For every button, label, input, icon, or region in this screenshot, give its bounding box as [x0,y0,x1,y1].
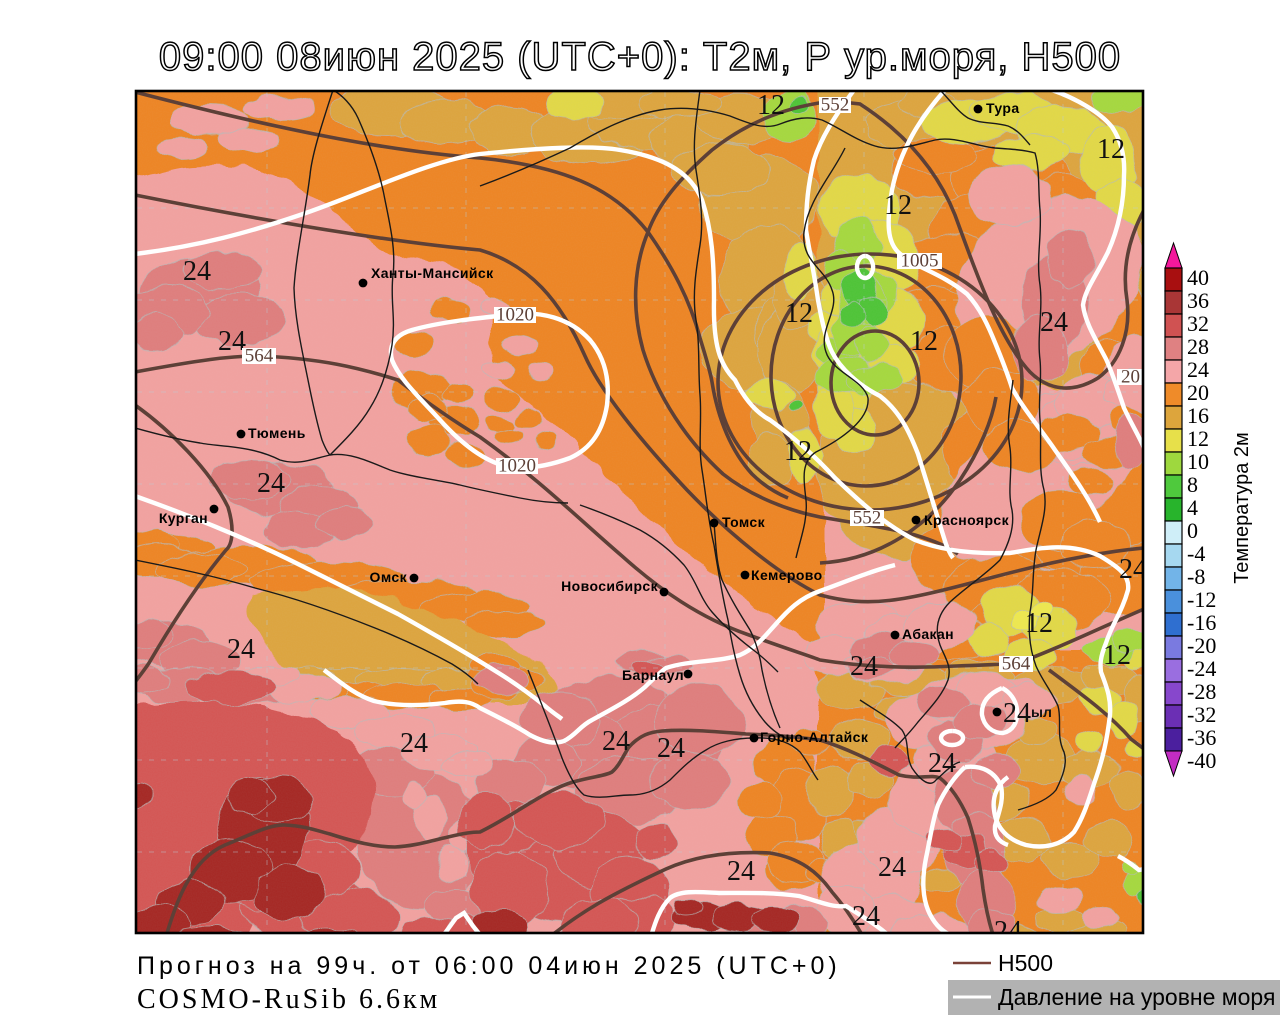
svg-text:24: 24 [257,468,285,499]
svg-text:36: 36 [1187,288,1209,313]
svg-text:12: 12 [884,190,912,221]
svg-text:-8: -8 [1187,564,1205,589]
svg-text:COSMO-RuSib 6.6км: COSMO-RuSib 6.6км [137,984,440,1015]
svg-text:32: 32 [1187,311,1209,336]
svg-text:Давление на уровне моря: Давление на уровне моря [998,984,1275,1010]
svg-text:Н500: Н500 [998,950,1053,976]
svg-text:0: 0 [1187,518,1198,543]
svg-text:1005: 1005 [901,251,939,272]
svg-text:564: 564 [245,346,274,367]
svg-text:24: 24 [1040,307,1068,338]
svg-text:-28: -28 [1187,679,1216,704]
svg-text:24: 24 [850,651,878,682]
svg-text:-40: -40 [1187,748,1216,773]
svg-text:Курган: Курган [159,510,208,526]
svg-text:Омск: Омск [370,569,408,585]
svg-text:24: 24 [727,856,755,887]
svg-text:Кемерово: Кемерово [751,567,823,583]
svg-text:24: 24 [227,634,255,665]
svg-text:-36: -36 [1187,725,1216,750]
svg-text:1020: 1020 [498,456,536,477]
svg-text:24: 24 [994,916,1022,947]
svg-text:24: 24 [657,733,685,764]
svg-text:12: 12 [1187,426,1209,451]
svg-text:-20: -20 [1187,633,1216,658]
svg-text:24: 24 [928,748,956,779]
svg-text:12: 12 [757,90,785,121]
svg-text:24: 24 [878,852,906,883]
svg-text:24: 24 [852,901,880,932]
svg-text:1020: 1020 [496,305,534,326]
svg-text:12: 12 [1103,640,1131,671]
svg-text:28: 28 [1187,334,1209,359]
svg-text:-32: -32 [1187,702,1216,727]
svg-text:20: 20 [1121,367,1140,388]
svg-text:Томск: Томск [722,514,766,530]
svg-text:40: 40 [1187,265,1209,290]
svg-text:Ханты-Мансийск: Ханты-Мансийск [371,265,494,281]
svg-text:Тура: Тура [986,100,1020,116]
svg-text:24: 24 [400,728,428,759]
svg-text:20: 20 [1187,380,1209,405]
svg-text:Барнаул: Барнаул [622,667,684,683]
svg-text:564: 564 [1002,654,1031,675]
svg-text:24: 24 [602,726,630,757]
svg-text:552: 552 [853,508,882,529]
svg-text:10: 10 [1187,449,1209,474]
svg-text:Новосибирск: Новосибирск [561,578,658,594]
svg-text:24: 24 [218,326,246,357]
svg-text:-4: -4 [1187,541,1205,566]
svg-text:12: 12 [1097,134,1125,165]
svg-text:-12: -12 [1187,587,1216,612]
svg-text:16: 16 [1187,403,1209,428]
svg-text:552: 552 [821,95,850,116]
svg-text:12: 12 [1025,608,1053,639]
svg-text:4: 4 [1187,495,1198,520]
svg-text:24ыл: 24ыл [1003,698,1052,729]
svg-text:Тюмень: Тюмень [248,425,306,441]
svg-text:Красноярск: Красноярск [924,512,1010,528]
svg-text:24: 24 [1187,357,1209,382]
svg-text:12: 12 [784,436,812,467]
svg-text:-16: -16 [1187,610,1216,635]
svg-text:Прогноз на 99ч. от 06:00 04июн: Прогноз на 99ч. от 06:00 04июн 2025 (UTC… [137,952,841,980]
svg-text:24: 24 [1119,554,1147,585]
svg-text:Температура 2м: Температура 2м [1231,432,1253,584]
svg-text:8: 8 [1187,472,1198,497]
svg-text:Абакан: Абакан [902,626,954,642]
svg-text:09:00 08июн 2025 (UTC+0): Т2м,: 09:00 08июн 2025 (UTC+0): Т2м, Р ур.моря… [159,35,1121,79]
svg-text:Горно-Алтайск: Горно-Алтайск [760,729,869,745]
svg-text:-24: -24 [1187,656,1216,681]
svg-text:12: 12 [785,298,813,329]
svg-text:24: 24 [183,256,211,287]
svg-text:12: 12 [910,326,938,357]
